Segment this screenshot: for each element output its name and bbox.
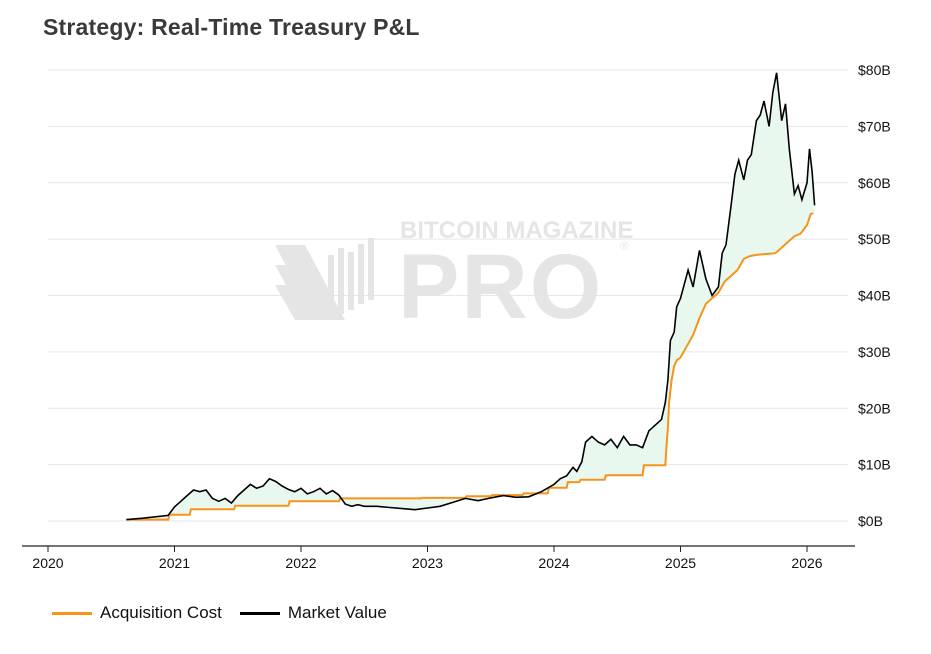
legend-label-market: Market Value [287,603,387,622]
y-tick-label: $80B [858,62,891,78]
watermark-registered-mark: ® [620,239,629,253]
x-tick-label: 2026 [791,555,822,571]
gridlines [48,69,848,522]
y-tick-label: $50B [858,231,891,247]
x-tick-label: 2020 [32,555,63,571]
y-tick-label: $10B [858,457,891,473]
y-tick-label: $0B [858,513,883,529]
x-tick-label: 2025 [665,555,696,571]
watermark-top-text: BITCOIN MAGAZINE [400,217,633,244]
x-axis-ticks: 2020 2021 2022 2023 2024 2025 2026 [32,546,823,571]
x-tick-label: 2024 [538,555,569,571]
legend-swatch-market [239,611,280,615]
bars-logo-icon [275,238,374,320]
y-axis-ticks: $0B $10B $20B $30B $40B $50B $60B $70B $80B [858,62,891,529]
chart-title: Strategy: Real-Time Treasury P&L [43,14,420,40]
y-tick-label: $20B [858,400,891,416]
watermark-main-text: PRO [398,236,603,338]
watermark: BITCOIN MAGAZINE PRO ® [275,217,633,338]
x-tick-label: 2022 [285,555,316,571]
y-tick-label: $70B [858,118,891,134]
y-tick-label: $40B [858,288,891,304]
x-tick-label: 2021 [159,555,190,571]
y-tick-label: $30B [858,344,891,360]
acquisition-cost-line [126,212,814,521]
market-value-line [126,72,816,521]
x-tick-label: 2023 [412,555,443,571]
legend-label-acquisition: Acquisition Cost [100,603,222,622]
legend-item-market-value[interactable]: Market Value [239,603,387,623]
y-tick-label: $60B [858,175,891,191]
legend-item-acquisition-cost[interactable]: Acquisition Cost [52,603,222,623]
legend: Acquisition Cost Market Value [52,603,405,623]
legend-swatch-acquisition [52,611,92,615]
